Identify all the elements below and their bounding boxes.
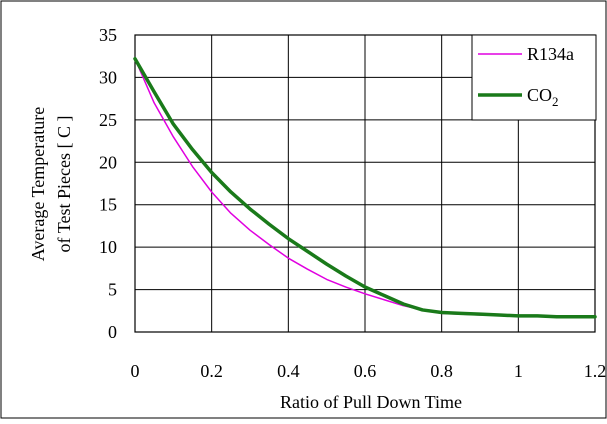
y-tick-label: 10 (99, 237, 117, 257)
legend-label-co2-main: CO (527, 85, 552, 105)
plot-area (134, 34, 596, 333)
series-layer (133, 57, 597, 319)
x-tick-label: 0 (131, 361, 140, 381)
legend-label-co2-sub: 2 (552, 94, 559, 109)
x-tick-label: 0.2 (200, 361, 223, 381)
legend: R134a CO2 (471, 34, 597, 121)
x-tick-label: 1.2 (584, 361, 607, 381)
x-tick-label: 0.4 (277, 361, 300, 381)
y-tick-label: 25 (99, 110, 117, 130)
legend-label-co2: CO2 (527, 85, 559, 109)
x-tick-label: 0.8 (430, 361, 453, 381)
y-tick-label: 20 (99, 152, 117, 172)
y-axis-title-line1: Average Temperature (28, 107, 48, 262)
y-tick-label: 15 (99, 195, 117, 215)
x-axis-title: Ratio of Pull Down Time (280, 392, 462, 412)
legend-label-r134a: R134a (527, 44, 574, 64)
x-tick-label: 1 (514, 361, 523, 381)
y-tick-label: 0 (108, 322, 117, 342)
series-line-co2 (133, 57, 597, 319)
y-tick-label: 5 (108, 280, 117, 300)
y-tick-label: 30 (99, 67, 117, 87)
y-tick-label: 35 (99, 25, 117, 45)
y-axis-title-line2: of Test Pieces [ C ] (54, 116, 74, 253)
x-tick-label: 0.6 (354, 361, 377, 381)
tick-labels: 0 0.2 0.4 0.6 0.8 1 1.2 0 5 10 15 20 25 30 35 (99, 25, 606, 381)
legend-box (471, 34, 597, 121)
